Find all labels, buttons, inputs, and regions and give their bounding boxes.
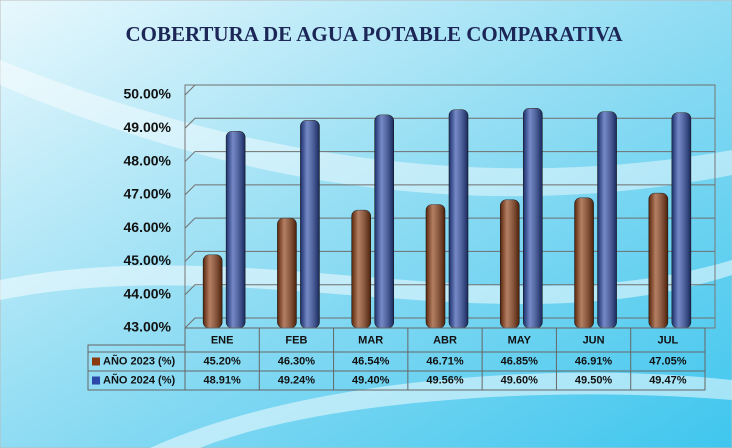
data-label: 49.24% xyxy=(278,374,316,386)
data-label: 47.05% xyxy=(649,355,687,367)
x-tick-label: JUL xyxy=(657,334,678,346)
bar-shade xyxy=(649,193,668,328)
y-tick-label: 49.00% xyxy=(124,119,172,135)
bar-shade xyxy=(203,255,222,328)
bar-shade xyxy=(449,110,468,328)
bar-shade xyxy=(352,210,371,328)
chart: COBERTURA DE AGUA POTABLE COMPARATIVA 43… xyxy=(0,0,732,448)
y-tick-label: 48.00% xyxy=(124,152,172,168)
data-label: 49.56% xyxy=(426,374,464,386)
x-tick-label: ABR xyxy=(433,334,457,346)
data-label: 49.47% xyxy=(649,374,687,386)
bar-shade xyxy=(426,205,445,328)
legend-label: AÑO 2023 (%) xyxy=(103,354,175,367)
legend-swatch xyxy=(92,358,100,366)
y-tick-label: 50.00% xyxy=(124,86,172,102)
bar-shade xyxy=(375,115,394,328)
y-tick-label: 44.00% xyxy=(124,285,172,301)
data-label: 46.30% xyxy=(278,355,316,367)
x-tick-label: ENE xyxy=(211,334,234,346)
y-tick-label: 43.00% xyxy=(124,319,172,335)
x-tick-label: FEB xyxy=(285,334,307,346)
chart-title: COBERTURA DE AGUA POTABLE COMPARATIVA xyxy=(125,22,623,46)
data-label: 46.85% xyxy=(501,355,539,367)
data-label: 49.60% xyxy=(501,374,539,386)
bar-shade xyxy=(575,198,594,328)
x-tick-label: JUN xyxy=(583,334,605,346)
bar-shade xyxy=(226,131,245,328)
y-tick-label: 45.00% xyxy=(124,252,172,268)
bar-shade xyxy=(300,120,319,328)
data-label: 48.91% xyxy=(203,374,241,386)
y-tick-label: 46.00% xyxy=(124,219,172,235)
data-label: 46.91% xyxy=(575,355,613,367)
y-tick-label: 47.00% xyxy=(124,186,172,202)
data-label: 46.71% xyxy=(426,355,464,367)
bar-shade xyxy=(500,200,519,328)
bar-shade xyxy=(523,108,542,328)
legend-label: AÑO 2024 (%) xyxy=(103,373,175,386)
x-tick-label: MAY xyxy=(508,334,532,346)
data-label: 49.50% xyxy=(575,374,613,386)
bar-shade xyxy=(598,112,617,328)
legend-swatch xyxy=(92,377,100,385)
bar-shade xyxy=(672,113,691,328)
x-tick-label: MAR xyxy=(358,334,383,346)
bar-shade xyxy=(277,218,296,328)
data-label: 45.20% xyxy=(203,355,241,367)
data-label: 46.54% xyxy=(352,355,390,367)
data-label: 49.40% xyxy=(352,374,390,386)
